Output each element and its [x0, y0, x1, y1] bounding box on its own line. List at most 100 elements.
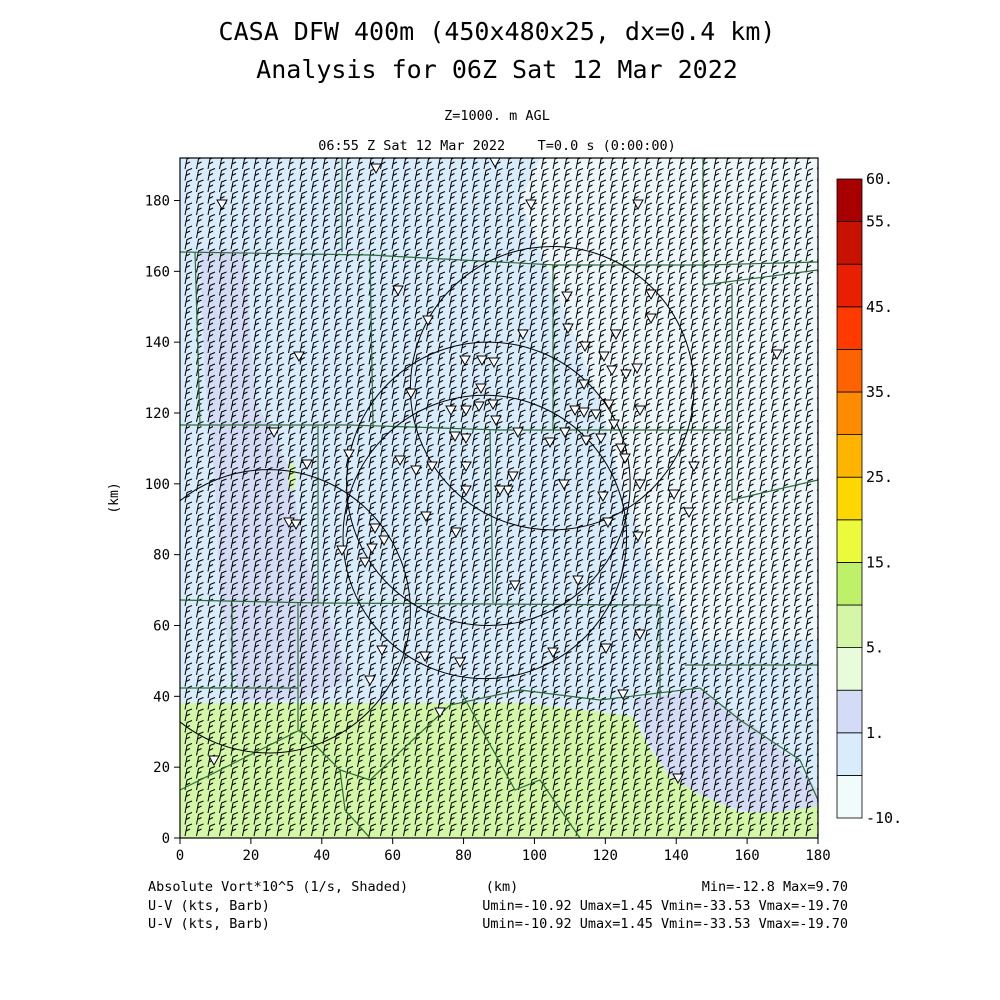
wind-barb — [414, 490, 423, 503]
wind-barb — [345, 202, 354, 216]
station-marker — [434, 707, 446, 719]
wind-barb — [805, 651, 814, 664]
wind-barb — [633, 237, 641, 250]
wind-barb — [253, 375, 262, 388]
wind-barb — [230, 352, 239, 365]
wind-barb — [518, 685, 526, 699]
wind-barb — [242, 202, 250, 216]
wind-barb — [518, 708, 526, 722]
wind-barb — [242, 191, 250, 204]
wind-barb — [679, 248, 687, 262]
wind-barb — [713, 260, 722, 273]
wind-barb — [311, 398, 319, 411]
wind-barb — [736, 329, 745, 342]
wind-barb — [380, 731, 388, 745]
wind-barb — [449, 731, 457, 745]
wind-barb — [345, 363, 354, 377]
wind-barb — [552, 823, 561, 837]
station-marker — [572, 575, 584, 587]
wind-barb — [610, 766, 618, 779]
wind-barb — [575, 547, 584, 561]
wind-barb — [782, 225, 791, 239]
wind-barb — [472, 605, 480, 618]
wind-barb — [345, 398, 354, 411]
wind-barb — [391, 225, 400, 239]
wind-barb — [334, 605, 342, 618]
wind-barb — [621, 789, 630, 802]
wind-barb — [529, 513, 538, 526]
colorbar-label-2: 45. — [866, 298, 893, 316]
wind-barb — [621, 168, 630, 181]
wind-barb — [219, 513, 227, 526]
station-marker — [517, 329, 529, 341]
wind-barb — [196, 720, 204, 733]
wind-barb — [253, 490, 262, 503]
wind-barb — [403, 432, 411, 446]
wind-barb — [725, 754, 733, 768]
wind-barb — [656, 501, 664, 515]
wind-barb — [357, 789, 365, 802]
wind-barb — [587, 271, 595, 285]
wind-barb — [403, 340, 411, 354]
wind-barb — [759, 179, 768, 193]
wind-barb — [495, 593, 503, 607]
wind-barb — [564, 777, 572, 791]
wind-barb — [518, 375, 526, 388]
wind-barb — [644, 674, 653, 687]
wind-barb — [276, 582, 285, 595]
wind-barb — [437, 306, 446, 319]
wind-barb — [667, 398, 676, 411]
wind-barb — [357, 237, 365, 250]
wind-barb — [679, 536, 687, 549]
wind-barb — [414, 582, 423, 595]
wind-barb — [345, 352, 354, 365]
wind-barb — [253, 248, 262, 262]
wind-barb — [598, 582, 607, 595]
wind-barb — [391, 800, 400, 814]
wind-barb — [805, 697, 814, 710]
wind-barb — [391, 559, 400, 572]
wind-barb — [426, 340, 434, 354]
station-marker — [598, 351, 610, 363]
wind-barb — [575, 743, 584, 756]
wind-barb — [265, 628, 273, 641]
wind-barb — [644, 823, 653, 837]
wind-barb — [253, 812, 262, 825]
wind-barb — [564, 754, 572, 768]
barb-label-2: U-V (kts, Barb) — [148, 916, 270, 932]
wind-barb — [575, 158, 582, 170]
wind-barb — [403, 271, 411, 285]
station-marker — [369, 523, 381, 535]
wind-barb — [495, 823, 503, 837]
wind-barb — [518, 306, 526, 319]
wind-barb — [368, 639, 377, 653]
wind-barb — [219, 616, 227, 630]
wind-barb — [437, 317, 446, 331]
wind-barb — [621, 467, 630, 480]
wind-barb — [219, 214, 227, 227]
wind-barb — [196, 743, 204, 756]
wind-barb — [541, 202, 549, 216]
wind-barb — [702, 467, 710, 480]
wind-barb — [322, 823, 331, 837]
wind-barb — [667, 513, 676, 526]
wind-barb — [713, 513, 722, 526]
wind-barb — [621, 720, 630, 733]
wind-barb — [598, 777, 607, 791]
wind-barb — [357, 639, 365, 653]
wind-barb — [357, 340, 365, 354]
wind-barb — [690, 743, 699, 756]
wind-barb — [196, 478, 204, 492]
wind-barb — [759, 398, 768, 411]
y-tick-label-140: 140 — [145, 335, 170, 351]
wind-barb — [184, 317, 193, 331]
wind-barb — [725, 271, 733, 285]
wind-barb — [702, 524, 710, 538]
wind-barb — [380, 271, 388, 285]
wind-barb — [437, 513, 446, 526]
wind-barb — [426, 283, 434, 296]
wind-barb — [426, 352, 434, 365]
wind-barb — [656, 536, 664, 549]
wind-barb — [702, 766, 710, 779]
wind-barb — [265, 294, 273, 308]
